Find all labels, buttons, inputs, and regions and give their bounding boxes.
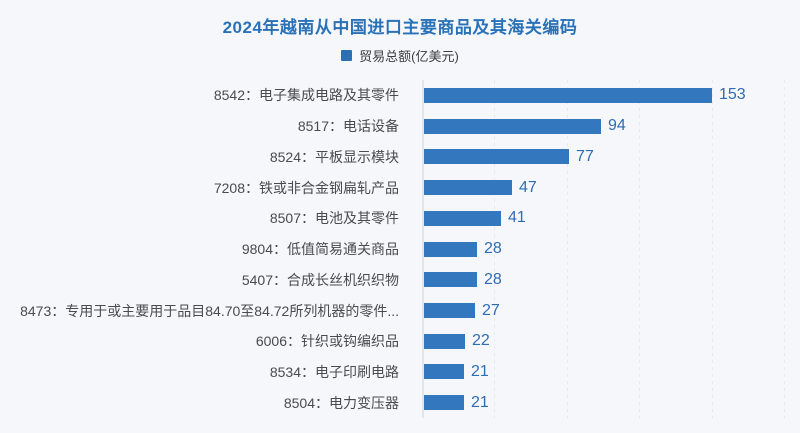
category-label: 5407：合成长丝机织织物 [241,271,399,288]
bar-cell: 28 [412,271,800,289]
legend: 贸易总额(亿美元) [0,47,800,64]
bar-cell: 27 [412,302,800,320]
bar-row: 5407：合成长丝机织织物 28 [0,264,800,295]
category-label: 7208：铁或非合金钢扁轧产品 [213,179,399,196]
bar-row: 8504：电力变压器 21 [0,387,800,418]
value-label: 28 [484,240,502,258]
bar-cell: 21 [412,394,800,412]
bar-cell: 94 [412,117,800,135]
value-label: 153 [719,86,746,104]
bar-row: 8517：电话设备 94 [0,111,800,142]
value-label: 47 [519,178,537,196]
category-label: 6006：针织或钩编织品 [255,333,399,350]
category-label: 8534：电子印刷电路 [269,363,399,380]
bar [424,303,475,318]
legend-swatch [341,49,353,61]
bar [424,395,464,411]
category-label: 9804：低值简易通关商品 [241,241,399,258]
gridline [567,80,568,418]
value-label: 27 [482,301,500,319]
bar-row: 8473：专用于或主要用于品目84.70至84.72所列机器的零件... 27 [0,295,800,326]
bar [424,241,477,257]
category-label: 8507：电池及其零件 [269,210,399,227]
bar-cell: 41 [412,209,800,227]
bar [424,364,464,380]
gridline [784,80,785,418]
bar [424,87,712,103]
bar-cell: 21 [412,363,800,381]
category-label: 8504：电力变压器 [283,394,399,411]
value-label: 21 [471,393,489,411]
chart-title: 2024年越南从中国进口主要商品及其海关编码 [222,18,578,37]
bar-cell: 153 [412,86,800,104]
plot-area [422,80,792,418]
value-label: 28 [484,270,502,288]
legend-label: 贸易总额(亿美元) [359,48,459,64]
value-label: 41 [508,209,526,227]
bar-row: 9804：低值简易通关商品 28 [0,234,800,265]
bar-row: 7208：铁或非合金钢扁轧产品 47 [0,172,800,203]
bar-row: 8542：电子集成电路及其零件 153 [0,80,800,111]
bar [424,149,569,165]
bar-row: 8507：电池及其零件 41 [0,203,800,234]
bar-row: 8524：平板显示模块 77 [0,141,800,172]
value-label: 77 [576,147,594,165]
value-label: 21 [471,362,489,380]
bar-cell: 22 [412,332,800,350]
category-label: 8542：电子集成电路及其零件 [213,87,399,104]
gridline [639,80,640,418]
category-label: 8473：专用于或主要用于品目84.70至84.72所列机器的零件... [20,302,399,319]
bar-rows: 8542：电子集成电路及其零件 153 8517：电话设备 94 8524：平板… [0,80,800,418]
bar-row: 6006：针织或钩编织品 22 [0,326,800,357]
bar [424,272,477,288]
bar [424,333,465,349]
bar-row: 8534：电子印刷电路 21 [0,357,800,388]
value-label: 94 [608,117,626,135]
category-label: 8524：平板显示模块 [269,148,399,165]
bar [424,180,512,196]
bar-chart: 8542：电子集成电路及其零件 153 8517：电话设备 94 8524：平板… [0,80,800,418]
value-label: 22 [472,332,490,350]
category-label: 8517：电话设备 [297,118,399,135]
bar [424,118,601,134]
gridline [494,80,495,418]
bar-cell: 47 [412,179,800,197]
bar-cell: 77 [412,148,800,166]
gridline [712,80,713,418]
bar-cell: 28 [412,240,800,258]
bar [424,210,501,226]
